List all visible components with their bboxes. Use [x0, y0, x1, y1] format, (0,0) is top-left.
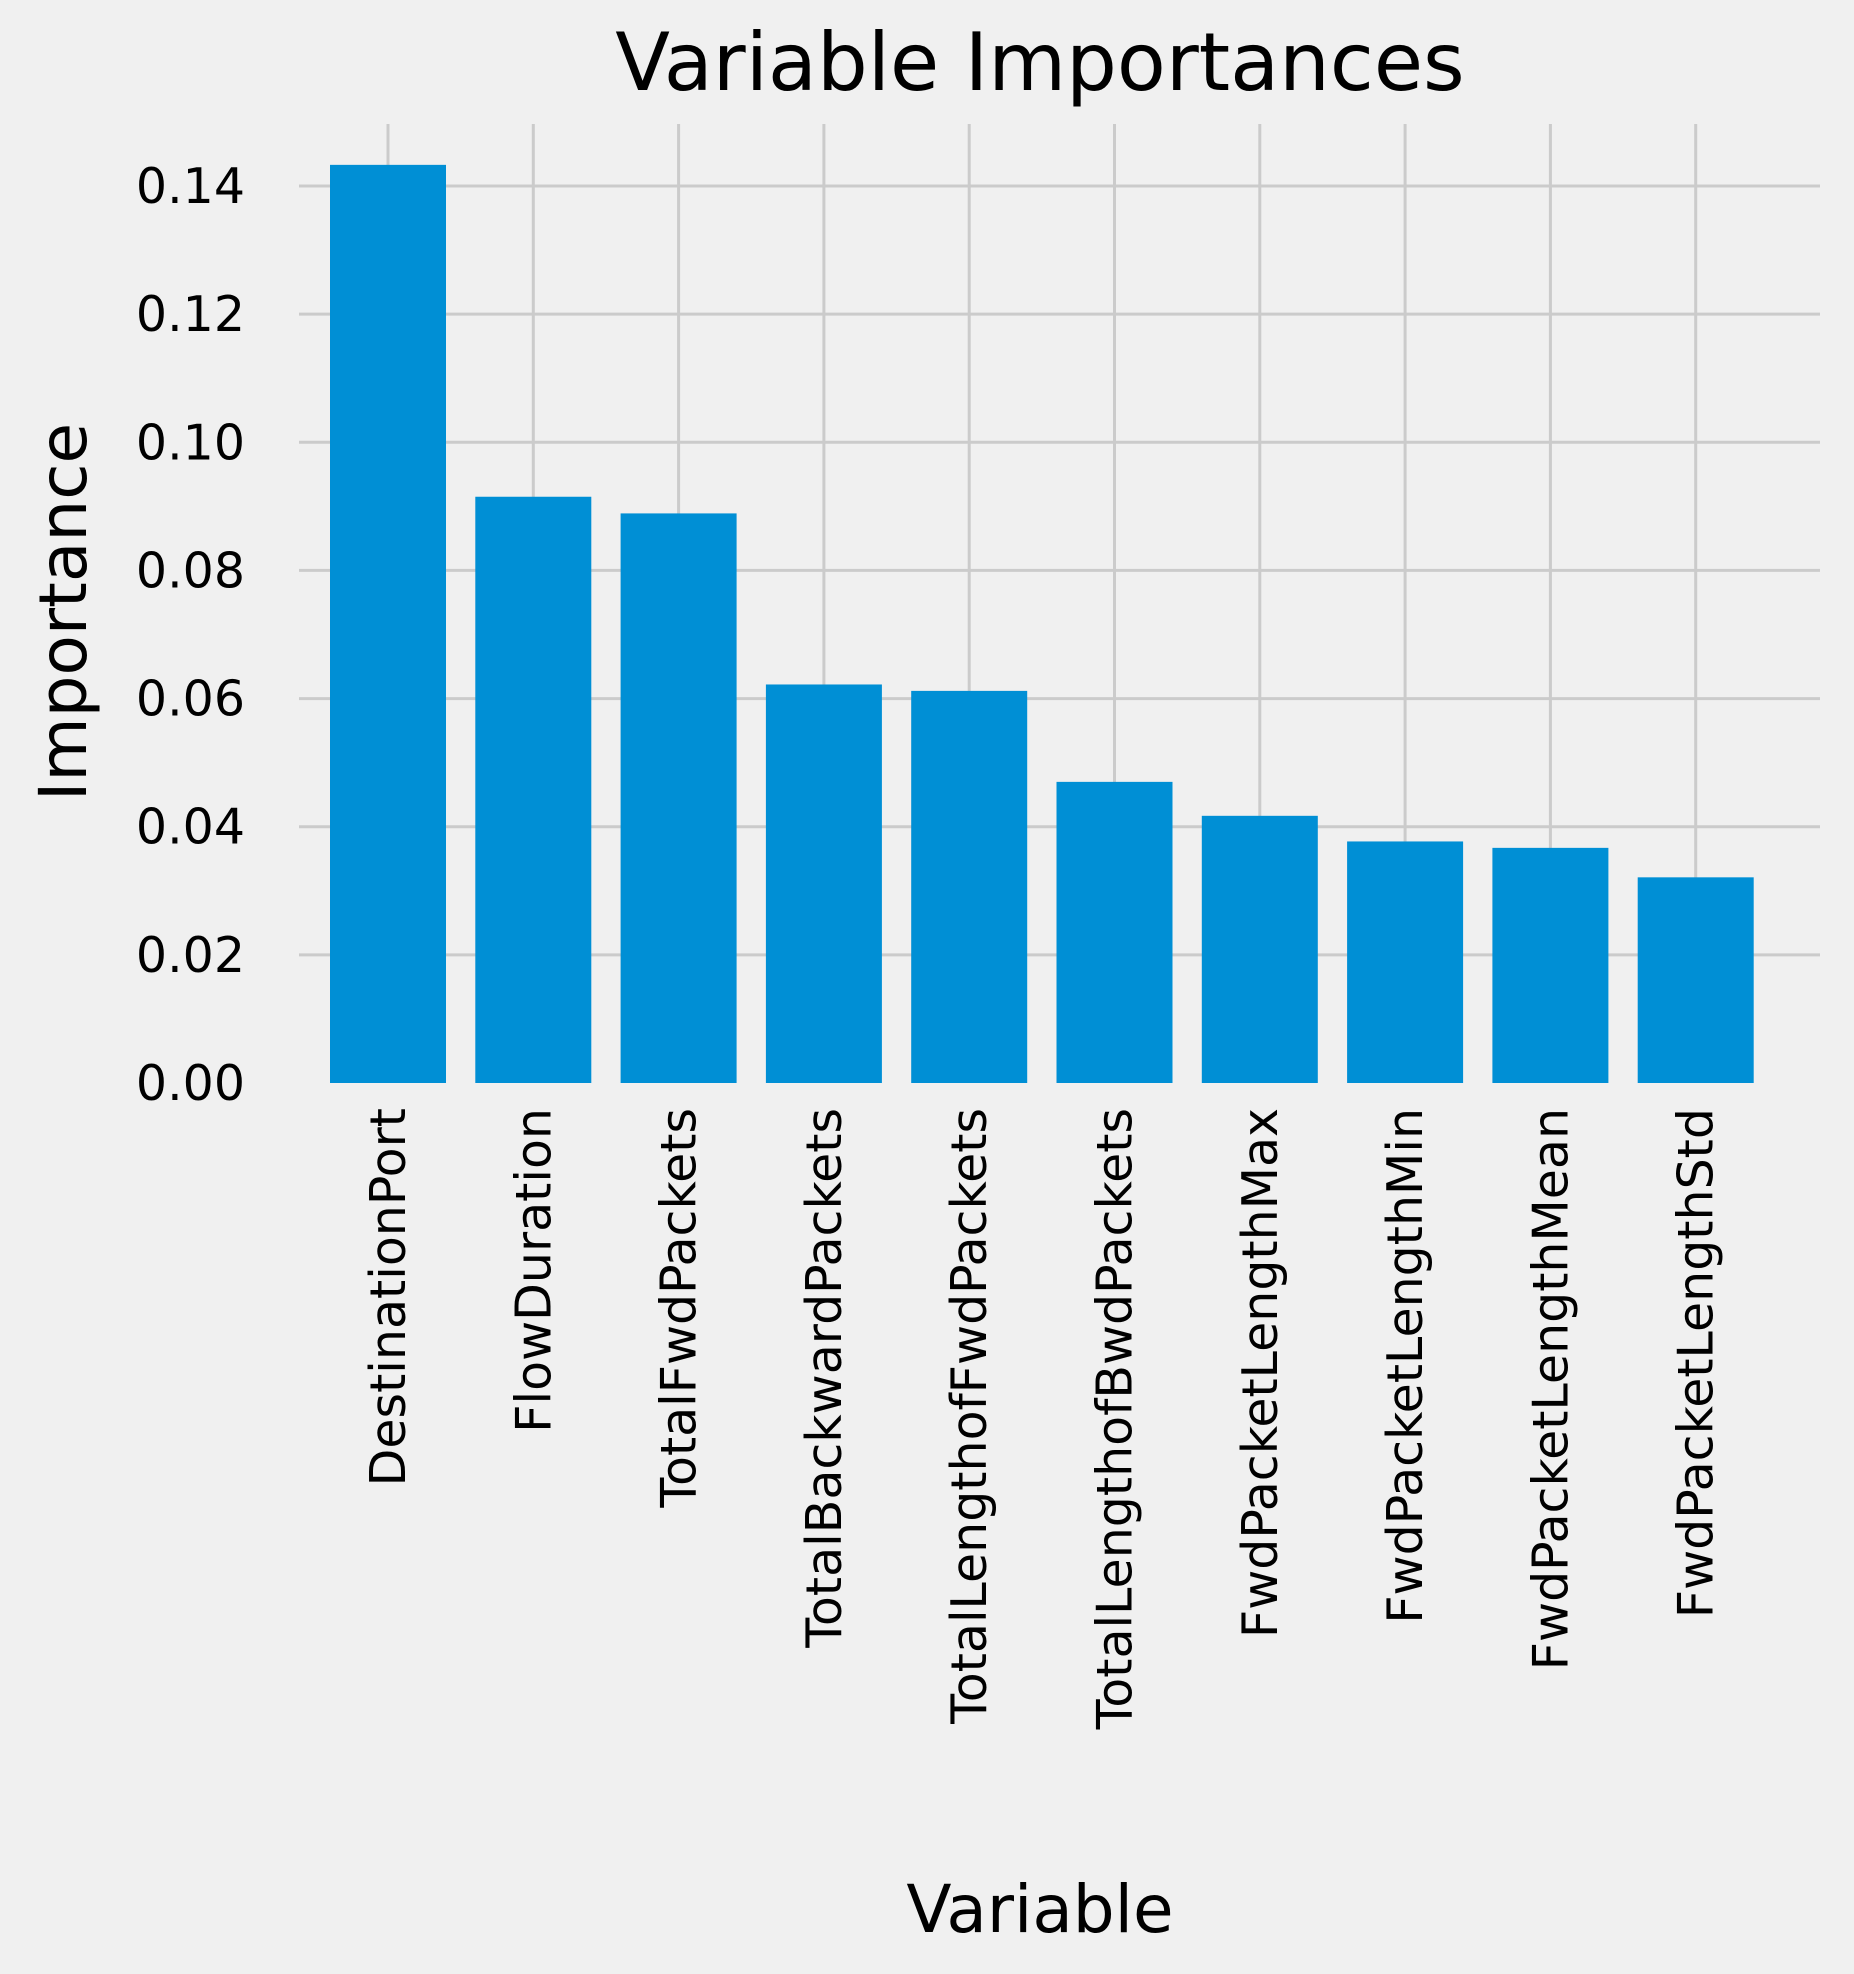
y-tick-label: 0.00 — [136, 1055, 245, 1112]
bar-FwdPacketLengthMean — [1492, 847, 1609, 1083]
x-tick-label: TotalFwdPackets — [651, 1108, 708, 1509]
bar-FwdPacketLengthMax — [1201, 815, 1318, 1083]
y-tick-label: 0.06 — [136, 671, 245, 728]
y-tick-labels: 0.00 0.02 0.04 0.06 0.08 0.10 0.12 0.14 — [136, 158, 245, 1112]
y-tick-label: 0.02 — [136, 927, 245, 984]
y-tick-label: 0.04 — [136, 799, 245, 856]
x-tick-label: FwdPacketLengthStd — [1668, 1108, 1725, 1618]
bar-FlowDuration — [475, 496, 592, 1083]
bar-TotalBackwardPackets — [765, 684, 882, 1083]
bar-TotalLengthofBwdPackets — [1056, 781, 1173, 1083]
bar-DestinationPort — [330, 164, 446, 1083]
x-tick-label: DestinationPort — [360, 1108, 417, 1486]
bar-FwdPacketLengthStd — [1637, 877, 1754, 1083]
x-tick-label: TotalLengthofFwdPackets — [941, 1108, 998, 1725]
x-tick-label: FwdPacketLengthMin — [1377, 1108, 1434, 1624]
x-tick-label: FlowDuration — [505, 1108, 562, 1433]
x-tick-label: TotalBackwardPackets — [796, 1108, 853, 1649]
y-tick-label: 0.14 — [136, 158, 245, 215]
x-tick-labels: DestinationPort FlowDuration TotalFwdPacke… — [360, 1108, 1725, 1730]
y-tick-label: 0.08 — [136, 542, 245, 599]
y-tick-label: 0.10 — [136, 414, 245, 471]
chart-title: Variable Importances — [615, 16, 1464, 109]
x-tick-label: TotalLengthofBwdPackets — [1087, 1108, 1144, 1730]
x-axis-label: Variable — [906, 1871, 1173, 1948]
bar-TotalLengthofFwdPackets — [911, 690, 1028, 1083]
bar-FwdPacketLengthMin — [1347, 841, 1464, 1083]
y-tick-label: 0.12 — [136, 286, 245, 343]
x-tick-label: FwdPacketLengthMax — [1232, 1108, 1289, 1638]
y-axis-label: Importance — [25, 423, 102, 801]
bars — [330, 164, 1754, 1083]
bar-TotalFwdPackets — [620, 513, 737, 1083]
x-tick-label: FwdPacketLengthMean — [1522, 1108, 1579, 1670]
